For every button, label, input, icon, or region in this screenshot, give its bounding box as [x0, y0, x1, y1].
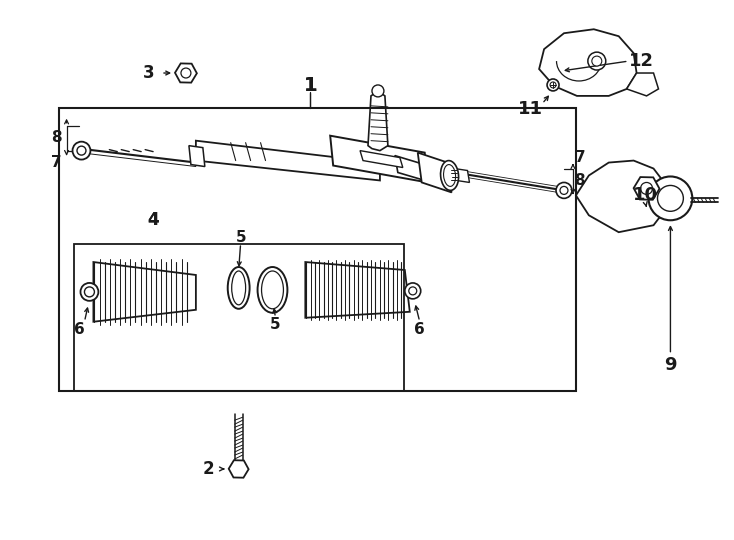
Text: 1: 1 — [303, 77, 317, 96]
Circle shape — [547, 79, 559, 91]
Polygon shape — [368, 91, 388, 151]
Circle shape — [641, 183, 653, 194]
Text: 7: 7 — [575, 150, 585, 165]
Text: 4: 4 — [148, 211, 159, 230]
Polygon shape — [627, 73, 658, 96]
Polygon shape — [93, 262, 196, 322]
Circle shape — [588, 52, 606, 70]
Ellipse shape — [232, 271, 246, 305]
Circle shape — [649, 177, 692, 220]
Polygon shape — [454, 168, 470, 183]
Ellipse shape — [261, 271, 283, 309]
Ellipse shape — [258, 267, 288, 313]
Circle shape — [658, 185, 683, 211]
Ellipse shape — [440, 160, 459, 191]
Polygon shape — [576, 160, 666, 232]
Circle shape — [409, 287, 417, 295]
Polygon shape — [189, 146, 205, 166]
Text: 6: 6 — [74, 322, 85, 337]
Circle shape — [592, 56, 602, 66]
Ellipse shape — [443, 165, 456, 186]
Circle shape — [405, 283, 421, 299]
Bar — [59, 108, 576, 391]
Text: 8: 8 — [575, 173, 585, 188]
Polygon shape — [305, 262, 410, 318]
Text: 7: 7 — [51, 155, 62, 170]
Ellipse shape — [228, 267, 250, 309]
Circle shape — [81, 283, 98, 301]
Circle shape — [372, 85, 384, 97]
Circle shape — [73, 141, 90, 160]
Circle shape — [181, 68, 191, 78]
Text: 5: 5 — [270, 317, 281, 332]
Polygon shape — [539, 29, 636, 96]
Text: 1: 1 — [303, 77, 317, 96]
Bar — [73, 244, 404, 392]
Text: 9: 9 — [664, 355, 677, 374]
Polygon shape — [418, 153, 451, 192]
Polygon shape — [395, 156, 442, 185]
Text: 11: 11 — [517, 100, 542, 118]
Polygon shape — [196, 140, 380, 180]
Polygon shape — [330, 136, 428, 183]
Circle shape — [550, 82, 556, 88]
Circle shape — [77, 146, 86, 155]
Text: 12: 12 — [629, 52, 654, 70]
Text: 5: 5 — [236, 230, 246, 245]
Text: 8: 8 — [51, 130, 62, 145]
Circle shape — [556, 183, 572, 198]
Text: 2: 2 — [203, 460, 214, 478]
Text: 10: 10 — [633, 186, 658, 204]
Circle shape — [84, 287, 95, 297]
Text: 4: 4 — [148, 211, 159, 230]
Polygon shape — [360, 151, 403, 167]
Text: 6: 6 — [415, 322, 425, 337]
Circle shape — [560, 186, 568, 194]
Text: 3: 3 — [143, 64, 155, 82]
